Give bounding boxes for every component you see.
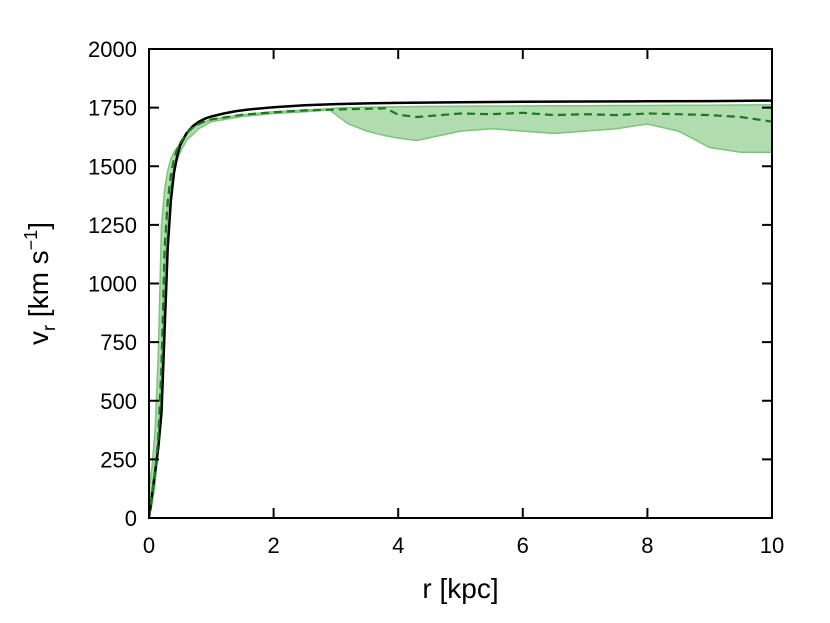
x-tick-label: 10 — [760, 533, 784, 558]
y-tick-label: 250 — [100, 447, 137, 472]
y-axis-label-sup: −1 — [21, 230, 41, 251]
y-tick-label: 2000 — [88, 37, 137, 62]
y-tick-label: 1250 — [88, 213, 137, 238]
x-tick-label: 4 — [392, 533, 404, 558]
x-axis-label: r [kpc] — [422, 573, 498, 604]
x-tick-label: 8 — [641, 533, 653, 558]
y-tick-label: 1750 — [88, 96, 137, 121]
x-tick-label: 6 — [517, 533, 529, 558]
plot-area — [149, 99, 772, 518]
series-line-0 — [149, 99, 772, 518]
y-axis-label-close: ] — [23, 222, 54, 230]
y-axis-label-sub: r — [39, 325, 59, 331]
y-tick-label: 500 — [100, 389, 137, 414]
y-axis-label-unit: [km s — [23, 250, 54, 325]
y-tick-label: 1500 — [88, 154, 137, 179]
axis-ticks: 0 2 4 6 8 10 0 250 500 750 1000 1250 1500 1750 2000 — [88, 37, 784, 558]
y-tick-label: 1000 — [88, 272, 137, 297]
confidence-band — [149, 104, 772, 518]
series-line-1 — [149, 107, 772, 518]
y-tick-label: 750 — [100, 330, 137, 355]
y-axis-label: vr [km s−1] — [21, 222, 59, 345]
x-tick-label: 2 — [267, 533, 279, 558]
x-tick-label: 0 — [143, 533, 155, 558]
y-tick-label: 0 — [125, 506, 137, 531]
y-axis-label-main: v — [23, 331, 54, 345]
